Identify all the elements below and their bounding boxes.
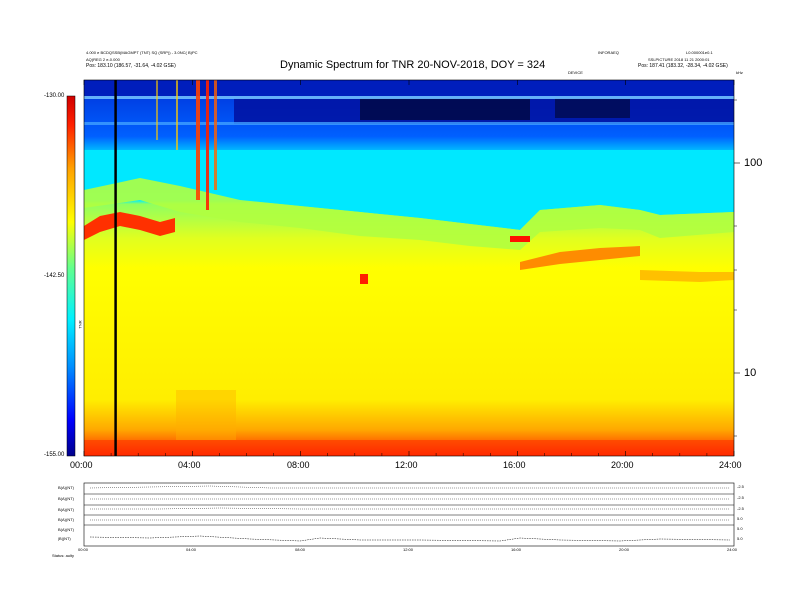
header-left-line-2: AQ(REG 2 e-0.000 bbox=[86, 57, 120, 62]
red-spot bbox=[360, 274, 368, 284]
red-spot-2 bbox=[510, 236, 530, 242]
subpanel-right-tick: 5.0 bbox=[737, 516, 743, 521]
x-tick-label: 04:00 bbox=[178, 460, 201, 470]
subpanel-x-tick: 24:00 bbox=[727, 547, 738, 552]
header-right-line-3: SSLPICTURE 2018 11 21 2000:01 bbox=[648, 57, 710, 62]
subpanel-right-tick: -2.5 bbox=[737, 506, 744, 511]
trace-1 bbox=[89, 485, 730, 489]
subpanel-label: B(A)(NT) bbox=[58, 517, 74, 522]
green-band bbox=[84, 178, 734, 250]
x-axis bbox=[83, 80, 735, 456]
burst-4 bbox=[176, 80, 178, 150]
black-patch bbox=[360, 98, 530, 120]
burst-5 bbox=[156, 80, 158, 140]
x-tick-label: 16:00 bbox=[503, 460, 526, 470]
header-right-line-4: Pos: 187.41 (183.32, -28.34, -4.02 GSE) bbox=[638, 63, 728, 69]
footer-status: Status: aulty bbox=[52, 553, 75, 558]
colorbar-tick-mid: -142.50 bbox=[44, 273, 65, 279]
units-label: kHz bbox=[736, 70, 743, 75]
y-axis-right bbox=[734, 99, 740, 437]
warm-patch bbox=[176, 390, 236, 440]
subpanel-x-tick: 04:00 bbox=[186, 547, 197, 552]
light-stripe-2 bbox=[84, 122, 734, 125]
subpanel-label: |B|(NT) bbox=[58, 536, 71, 541]
burst-3 bbox=[214, 80, 217, 190]
magnetometer-panels bbox=[83, 482, 735, 547]
y-tick-label-10: 10 bbox=[744, 367, 757, 379]
subpanel-x-tick: 00:00 bbox=[78, 547, 89, 552]
orange-band-2 bbox=[640, 270, 734, 282]
y-tick-label-100: 100 bbox=[744, 157, 763, 169]
subpanel-right-tick: -2.5 bbox=[737, 495, 744, 500]
header-left-line-1: 4.000 e BCDQSSB(MAGMPT (TNT) SQ (SRP)) -… bbox=[86, 50, 198, 55]
orange-band bbox=[520, 246, 640, 270]
subpanel-label: B(A)(NT) bbox=[58, 507, 74, 512]
subpanel-x-tick: 16:00 bbox=[511, 547, 522, 552]
colorbar-tick-min: -155.00 bbox=[44, 452, 65, 458]
cyan-region bbox=[84, 150, 734, 230]
red-band bbox=[84, 212, 175, 240]
colorbar-units: TNR bbox=[77, 320, 83, 329]
subpanel-label: B(A)(NT) bbox=[58, 496, 74, 501]
subpanel-x-tick: 08:00 bbox=[295, 547, 306, 552]
subpanel-label: B(A)(NT) bbox=[58, 527, 74, 532]
trace-5 bbox=[89, 535, 731, 542]
trace-3 bbox=[90, 507, 730, 510]
subpanel-right-tick: 5.0 bbox=[737, 526, 743, 531]
colorbar bbox=[66, 95, 76, 457]
subpanel-x-tick: 12:00 bbox=[403, 547, 414, 552]
x-tick-label: 12:00 bbox=[395, 460, 418, 470]
chart-title: Dynamic Spectrum for TNR 20-NOV-2018, DO… bbox=[280, 59, 546, 71]
subpanel-right-tick: 5.0 bbox=[737, 536, 743, 541]
subpanel-frame bbox=[83, 482, 735, 547]
subpanel-right-tick: -2.5 bbox=[737, 484, 744, 489]
spectrogram bbox=[83, 79, 735, 457]
light-stripe bbox=[84, 96, 734, 99]
header-right-line-2: L0.000001e0.1 bbox=[686, 50, 713, 55]
x-tick-label: 24:00 bbox=[719, 460, 742, 470]
bottom-band bbox=[84, 440, 734, 456]
spectrogram-background bbox=[84, 80, 734, 456]
center-small-label: DEVICE bbox=[568, 70, 583, 75]
black-patch-2 bbox=[555, 98, 630, 118]
burst-2 bbox=[206, 80, 209, 210]
dark-band bbox=[84, 80, 734, 98]
burst-1 bbox=[196, 80, 200, 200]
x-tick-label: 20:00 bbox=[611, 460, 634, 470]
x-tick-label: 00:00 bbox=[70, 460, 93, 470]
subpanel-x-tick: 20:00 bbox=[619, 547, 630, 552]
subpanel-label: B(A)(NT) bbox=[58, 485, 74, 490]
header-left-line-3: Pos: 183.10 (186.57, -31.64, -4.02 GSE) bbox=[86, 63, 176, 69]
header-right-line-1: INFORAEQ bbox=[598, 50, 619, 55]
colorbar-tick-max: -130.00 bbox=[44, 93, 65, 99]
x-tick-label: 08:00 bbox=[287, 460, 310, 470]
